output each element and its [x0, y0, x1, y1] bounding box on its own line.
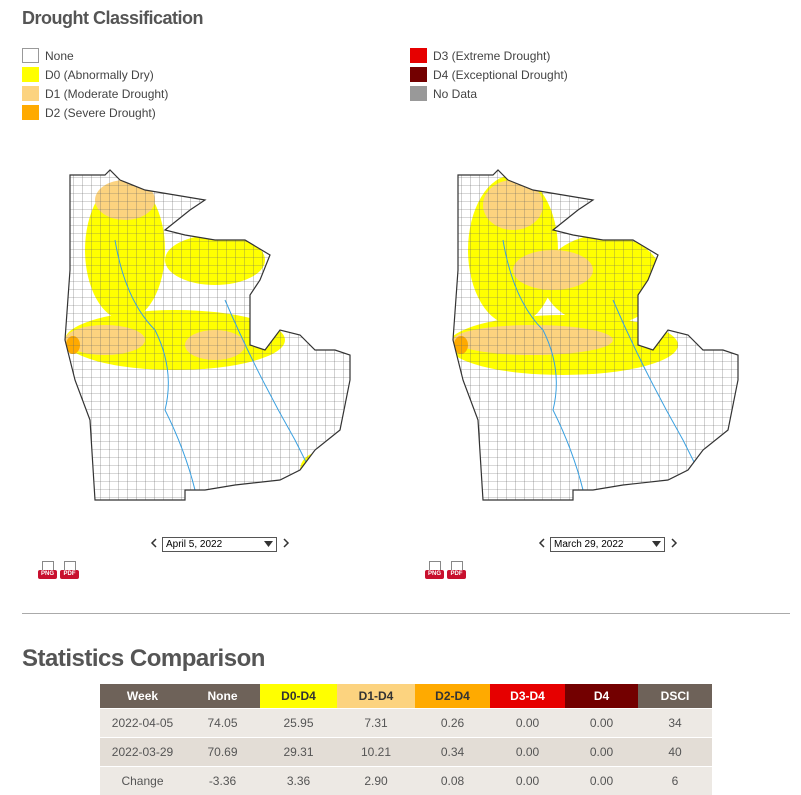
table-cell: 7.31 [337, 708, 415, 738]
legend-item: No Data [410, 86, 477, 101]
download-icon[interactable]: PDF [60, 561, 79, 579]
column-header: D3-D4 [490, 684, 565, 709]
next-arrow[interactable] [282, 538, 290, 548]
table-cell: 0.00 [490, 737, 565, 767]
column-header: D1-D4 [337, 684, 415, 709]
legend-label: None [45, 48, 74, 63]
table-cell: 2.90 [337, 766, 415, 795]
table-cell: 2022-03-29 [100, 737, 185, 767]
table-cell: 0.26 [415, 708, 490, 738]
legend-swatch [22, 48, 39, 63]
legend-label: D3 (Extreme Drought) [433, 48, 551, 63]
date-select[interactable]: April 5, 2022 [162, 537, 277, 552]
column-header: Week [100, 684, 185, 709]
legend-item: D3 (Extreme Drought) [410, 48, 550, 63]
legend-label: D2 (Severe Drought) [45, 105, 156, 120]
column-header: D2-D4 [415, 684, 490, 709]
date-text: March 29, 2022 [554, 539, 624, 550]
legend-label: No Data [433, 86, 478, 101]
legend-label: D4 (Exceptional Drought) [433, 67, 568, 82]
next-arrow[interactable] [670, 538, 678, 548]
prev-arrow[interactable] [538, 538, 546, 548]
data-row: 2022-04-05 74.05 25.95 7.31 0.26 0.00 0.00 34 [100, 708, 712, 738]
column-header: DSCI [638, 684, 712, 709]
drought-map [65, 170, 355, 505]
data-row: Change -3.36 3.36 2.90 0.08 0.00 0.00 6 [100, 766, 712, 795]
column-header: D4 [565, 684, 638, 709]
table-cell: 0.00 [565, 766, 638, 795]
table-cell: 74.05 [185, 708, 260, 738]
section-title: Drought Classification [22, 8, 204, 28]
date-select[interactable]: March 29, 2022 [550, 537, 665, 552]
download-icon[interactable]: PNG [38, 561, 57, 579]
legend-item: None [22, 48, 74, 63]
drought-map [448, 170, 743, 505]
table-cell: 70.69 [185, 737, 260, 767]
legend-swatch [410, 86, 427, 101]
table-cell: 0.00 [490, 708, 565, 738]
prev-arrow[interactable] [150, 538, 158, 548]
legend-swatch [22, 86, 39, 101]
column-header: None [185, 684, 260, 709]
table-cell: 0.00 [565, 737, 638, 767]
table-cell: 0.00 [565, 708, 638, 738]
maps [0, 0, 801, 520]
legend-item: D1 (Moderate Drought) [22, 86, 168, 101]
table-cell: 6 [638, 766, 712, 795]
download-icon[interactable]: PDF [447, 561, 466, 579]
table-cell: 25.95 [260, 708, 337, 738]
data-row: 2022-03-29 70.69 29.31 10.21 0.34 0.00 0.00 40 [100, 737, 712, 767]
table-cell: 2022-04-05 [100, 708, 185, 738]
dropdown-caret [652, 541, 661, 547]
download-label: PDF [60, 570, 79, 579]
legend-swatch [22, 105, 39, 120]
column-header: D0-D4 [260, 684, 337, 709]
legend-item: D0 (Abnormally Dry) [22, 67, 154, 82]
date-text: April 5, 2022 [166, 539, 223, 550]
table-cell: -3.36 [185, 766, 260, 795]
legend-swatch [410, 48, 427, 63]
legend-item: D2 (Severe Drought) [22, 105, 156, 120]
statistics-table: Week None D0-D4 D1-D4 D2-D4 D3-D4 D4 DSCI 2022-0… [100, 684, 712, 795]
section-title: Statistics Comparison [22, 645, 265, 672]
table-cell: 10.21 [337, 737, 415, 767]
dropdown-caret [264, 541, 273, 547]
table-cell: Change [100, 766, 185, 795]
download-icon[interactable]: PNG [425, 561, 444, 579]
table-cell: 0.08 [415, 766, 490, 795]
legend-label: D1 (Moderate Drought) [45, 86, 169, 101]
table-cell: 0.34 [415, 737, 490, 767]
legend-label: D0 (Abnormally Dry) [45, 67, 154, 82]
download-label: PNG [425, 570, 444, 579]
table-cell: 40 [638, 737, 712, 767]
legend-item: D4 (Exceptional Drought) [410, 67, 568, 82]
legend-swatch [22, 67, 39, 82]
table-cell: 29.31 [260, 737, 337, 767]
download-label: PDF [447, 570, 466, 579]
header-row: Week None D0-D4 D1-D4 D2-D4 D3-D4 D4 DSCI [100, 684, 712, 709]
divider [22, 613, 790, 614]
download-label: PNG [38, 570, 57, 579]
table-cell: 34 [638, 708, 712, 738]
table-cell: 3.36 [260, 766, 337, 795]
legend-swatch [410, 67, 427, 82]
table-cell: 0.00 [490, 766, 565, 795]
